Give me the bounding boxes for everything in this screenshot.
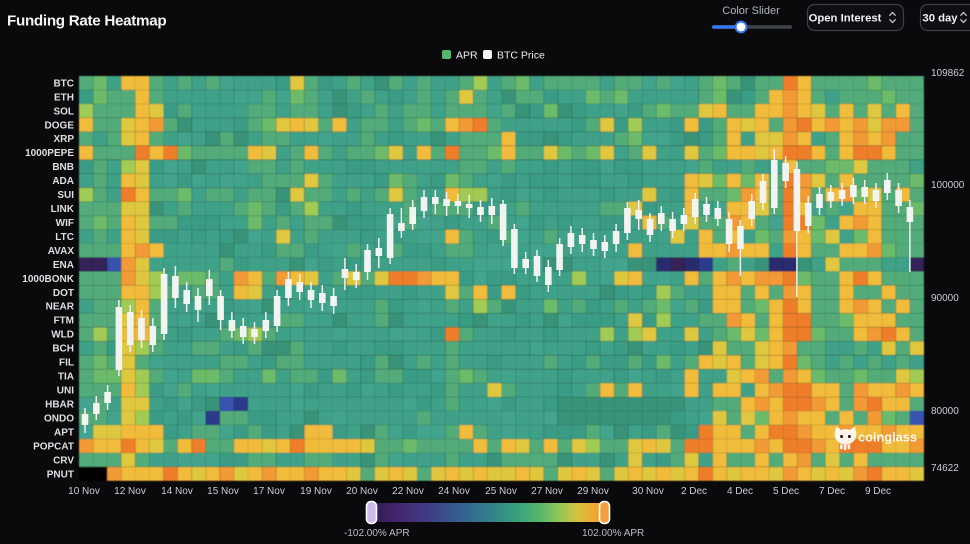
- svg-text:30 day: 30 day: [922, 13, 958, 25]
- svg-text:9 Dec: 9 Dec: [865, 486, 891, 497]
- svg-text:29 Nov: 29 Nov: [577, 486, 609, 497]
- svg-text:27 Nov: 27 Nov: [531, 486, 563, 497]
- svg-text:BCH: BCH: [52, 344, 74, 355]
- svg-text:-102.00% APR: -102.00% APR: [344, 528, 410, 539]
- svg-text:UNI: UNI: [57, 386, 74, 397]
- svg-text:Color Slider: Color Slider: [722, 5, 780, 17]
- svg-text:NEAR: NEAR: [46, 302, 75, 313]
- svg-text:ADA: ADA: [52, 176, 74, 187]
- svg-text:SOL: SOL: [53, 106, 74, 117]
- svg-text:BTC Price: BTC Price: [497, 50, 545, 62]
- svg-text:WIF: WIF: [56, 218, 74, 229]
- svg-text:BTC: BTC: [53, 78, 74, 89]
- svg-text:ENA: ENA: [53, 260, 74, 271]
- svg-text:FIL: FIL: [59, 358, 74, 369]
- svg-text:24 Nov: 24 Nov: [438, 486, 470, 497]
- svg-text:XRP: XRP: [53, 134, 74, 145]
- svg-text:POPCAT: POPCAT: [33, 441, 74, 452]
- svg-text:CRV: CRV: [53, 455, 74, 466]
- svg-text:Open Interest: Open Interest: [809, 13, 882, 25]
- svg-text:AVAX: AVAX: [48, 246, 75, 257]
- svg-text:100000: 100000: [931, 180, 965, 191]
- svg-text:TIA: TIA: [58, 372, 74, 383]
- svg-text:1000PEPE: 1000PEPE: [25, 148, 74, 159]
- svg-text:BNB: BNB: [52, 162, 74, 173]
- svg-text:74622: 74622: [931, 463, 959, 474]
- svg-text:PNUT: PNUT: [47, 469, 74, 480]
- svg-text:HBAR: HBAR: [45, 400, 75, 411]
- svg-text:ONDO: ONDO: [44, 413, 74, 424]
- svg-text:WLD: WLD: [51, 330, 74, 341]
- svg-text:ETH: ETH: [54, 92, 74, 103]
- svg-text:20 Nov: 20 Nov: [346, 486, 378, 497]
- svg-text:7 Dec: 7 Dec: [819, 486, 845, 497]
- svg-text:17 Nov: 17 Nov: [253, 486, 285, 497]
- svg-text:2 Dec: 2 Dec: [681, 486, 707, 497]
- svg-text:LINK: LINK: [51, 204, 75, 215]
- svg-text:DOGE: DOGE: [45, 120, 75, 131]
- svg-text:4 Dec: 4 Dec: [727, 486, 753, 497]
- svg-text:10 Nov: 10 Nov: [68, 486, 100, 497]
- svg-text:22 Nov: 22 Nov: [392, 486, 424, 497]
- svg-text:DOT: DOT: [53, 288, 74, 299]
- svg-text:APT: APT: [54, 427, 74, 438]
- svg-text:Funding Rate Heatmap: Funding Rate Heatmap: [7, 13, 166, 30]
- svg-text:coinglass: coinglass: [858, 430, 917, 445]
- svg-text:25 Nov: 25 Nov: [485, 486, 517, 497]
- svg-text:FTM: FTM: [53, 316, 74, 327]
- svg-text:12 Nov: 12 Nov: [114, 486, 146, 497]
- svg-text:LTC: LTC: [55, 232, 74, 243]
- svg-text:15 Nov: 15 Nov: [207, 486, 239, 497]
- svg-text:90000: 90000: [931, 293, 959, 304]
- svg-text:APR: APR: [456, 50, 478, 62]
- svg-text:30 Nov: 30 Nov: [632, 486, 664, 497]
- svg-text:19 Nov: 19 Nov: [300, 486, 332, 497]
- svg-text:14 Nov: 14 Nov: [161, 486, 193, 497]
- svg-text:102.00% APR: 102.00% APR: [582, 528, 644, 539]
- svg-text:80000: 80000: [931, 406, 959, 417]
- svg-text:109862: 109862: [931, 68, 965, 79]
- svg-text:1000BONK: 1000BONK: [22, 274, 74, 285]
- svg-text:SUI: SUI: [57, 190, 74, 201]
- svg-text:5 Dec: 5 Dec: [773, 486, 799, 497]
